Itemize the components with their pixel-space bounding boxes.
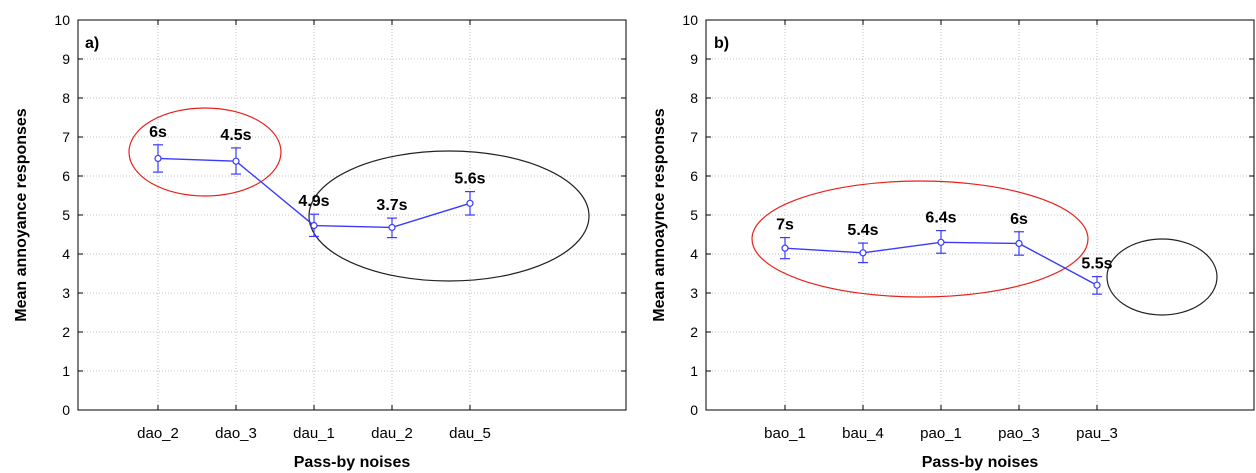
panel-b: 0 1 2 3 4 5 6 7 8 9 10 bao_1 bau_4 pao_1 pao_3 pau_3 b…	[651, 12, 1255, 471]
group-ellipse-dark	[308, 150, 590, 282]
series: 6s 4.5s 4.9s 3.7s 5.6s	[149, 124, 486, 239]
y-tick-label: 3	[690, 285, 698, 301]
x-tick-label: bao_1	[764, 425, 806, 442]
panel-label: b)	[714, 35, 729, 52]
panel-a: 0 1 2 3 4 5 6 7 8 9 10 dao_2 dao_3 dau_1 dau_2 dau_5 a…	[13, 12, 627, 471]
data-point	[154, 154, 162, 163]
x-axis-title: Pass-by noises	[294, 454, 411, 471]
x-tick-label: bau_4	[842, 425, 884, 442]
y-tick-label: 2	[62, 324, 70, 340]
x-axis: bao_1 bau_4 pao_1 pao_3 pau_3	[764, 20, 1118, 442]
data-point	[1015, 239, 1023, 248]
series: 7s 5.4s 6.4s 6s 5.5s	[776, 210, 1113, 295]
y-tick-label: 5	[690, 207, 698, 223]
x-axis: dao_2 dao_3 dau_1 dau_2 dau_5	[137, 20, 491, 442]
data-point	[466, 199, 474, 207]
gridlines	[706, 20, 1254, 410]
data-label: 6s	[1010, 211, 1028, 228]
group-ellipse-red	[751, 180, 1089, 298]
data-point	[859, 249, 867, 257]
y-tick-label: 9	[62, 51, 70, 67]
y-tick-label: 9	[690, 51, 698, 67]
data-label: 4.5s	[220, 127, 251, 144]
y-tick-label: 6	[62, 168, 70, 184]
data-label: 5.5s	[1081, 256, 1112, 273]
data-point	[388, 223, 396, 232]
data-point	[1093, 281, 1101, 289]
y-tick-label: 8	[62, 90, 70, 106]
x-tick-label: dau_2	[371, 425, 413, 442]
data-label: 5.4s	[847, 222, 878, 239]
data-point	[937, 238, 945, 246]
x-tick-label: pao_1	[920, 425, 962, 442]
x-tick-label: dao_2	[137, 425, 179, 442]
y-tick-label: 4	[62, 246, 70, 262]
y-tick-label: 2	[690, 324, 698, 340]
y-tick-label: 5	[62, 207, 70, 223]
x-tick-label: dau_1	[293, 425, 335, 442]
x-tick-label: dau_5	[449, 425, 491, 442]
group-ellipse-dark	[1106, 238, 1218, 316]
group-ellipses	[751, 180, 1218, 316]
x-tick-label: dao_3	[215, 425, 257, 442]
gridlines	[78, 20, 626, 410]
y-tick-label: 1	[690, 363, 698, 379]
data-label: 6.4s	[925, 210, 956, 227]
y-tick-label: 1	[62, 363, 70, 379]
x-tick-label: pau_3	[1076, 425, 1118, 442]
y-tick-label: 3	[62, 285, 70, 301]
x-axis-title: Pass-by noises	[922, 454, 1039, 471]
data-label: 3.7s	[376, 197, 407, 214]
y-axis-title: Mean annoaynce responses	[651, 108, 668, 322]
y-axis: 0 1 2 3 4 5 6 7 8 9 10	[682, 12, 1254, 418]
data-point	[310, 221, 318, 230]
y-axis: 0 1 2 3 4 5 6 7 8 9 10	[54, 12, 626, 418]
group-ellipse-red	[128, 107, 282, 197]
y-tick-label: 10	[682, 12, 698, 28]
x-tick-label: pao_3	[998, 425, 1040, 442]
y-tick-label: 7	[62, 129, 70, 145]
data-label: 5.6s	[454, 171, 485, 188]
panel-label: a)	[85, 35, 99, 52]
y-tick-label: 7	[690, 129, 698, 145]
y-tick-label: 10	[54, 12, 70, 28]
data-point	[232, 157, 240, 165]
y-axis-title: Mean annoyance responses	[13, 108, 30, 322]
data-label: 4.9s	[298, 193, 329, 210]
data-label: 7s	[776, 217, 794, 234]
y-tick-label: 6	[690, 168, 698, 184]
y-tick-label: 4	[690, 246, 698, 262]
y-tick-label: 8	[690, 90, 698, 106]
data-label: 6s	[149, 124, 167, 141]
data-point	[781, 244, 789, 252]
y-tick-label: 0	[62, 402, 70, 418]
y-tick-label: 0	[690, 402, 698, 418]
group-ellipses	[128, 107, 590, 282]
